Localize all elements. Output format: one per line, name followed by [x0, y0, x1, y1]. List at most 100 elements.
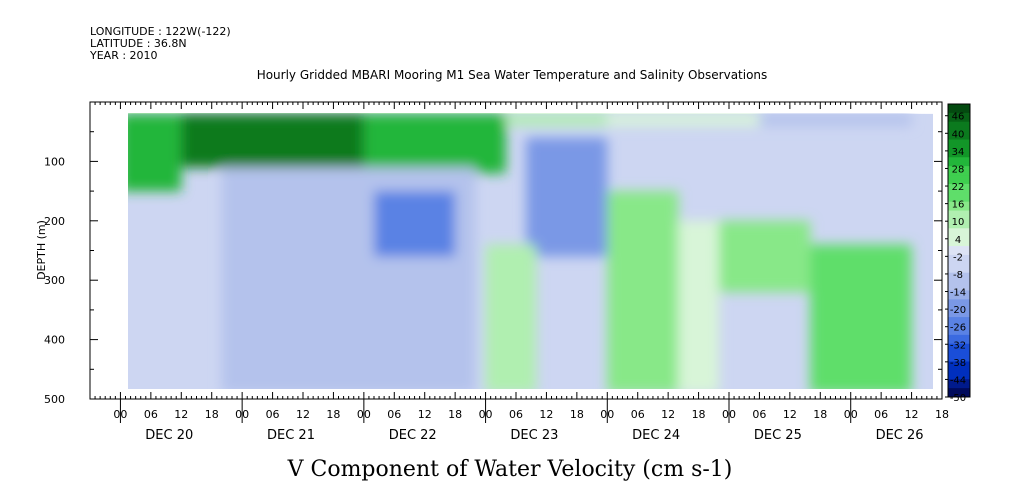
colorbar-swatch — [948, 210, 970, 220]
x-tick-label: 06 — [752, 408, 766, 421]
colorbar-swatch — [948, 121, 970, 132]
colorbar-swatch — [948, 175, 970, 185]
x-ticks — [89, 102, 943, 423]
field-cell — [607, 191, 679, 389]
x-tick-label: 00 — [479, 408, 493, 421]
colorbar-swatch — [948, 139, 970, 149]
x-tick-label: 00 — [235, 408, 249, 421]
colorbar-label: 28 — [952, 164, 965, 175]
x-tick-label: 12 — [539, 408, 553, 421]
longitude-label: LONGITUDE : 122W(-122) — [90, 25, 231, 38]
colorbar-swatch — [948, 281, 970, 291]
field-cell — [505, 113, 608, 126]
x-tick-label: 18 — [935, 408, 949, 421]
colorbar-label: 34 — [952, 147, 965, 158]
colorbar-swatch — [948, 166, 970, 176]
colorbar-label: -8 — [953, 270, 963, 281]
colorbar-label: -20 — [950, 305, 966, 316]
field-cell — [374, 191, 456, 257]
colorbar-label: 46 — [952, 112, 965, 123]
plot-area: 100 200 300 400 500 — [44, 101, 943, 423]
x-tick-label: 18 — [692, 408, 706, 421]
colorbar-swatch — [948, 379, 970, 389]
x-tick-label: 06 — [387, 408, 401, 421]
colorbar-swatch — [948, 237, 970, 247]
x-tick-labels: 00 06 12 18 00 06 12 18 00 06 12 18 00 06 12 18 00 06 12 18… — [113, 408, 949, 421]
field-cell — [128, 113, 182, 192]
day-label: DEC 26 — [876, 428, 924, 443]
x-tick-label: 12 — [661, 408, 675, 421]
day-label: DEC 21 — [267, 428, 315, 443]
x-tick-label: 12 — [418, 408, 432, 421]
x-tick-label: 12 — [174, 408, 188, 421]
x-tick-label: 00 — [113, 408, 127, 421]
y-tick-label: 100 — [44, 155, 65, 168]
colorbar-label: 40 — [952, 129, 965, 140]
day-labels: DEC 20 DEC 21 DEC 22 DEC 23 DEC 24 DEC 25 DEC … — [145, 428, 923, 443]
x-tick-label: 06 — [631, 408, 645, 421]
day-label: DEC 23 — [510, 428, 558, 443]
colorbar-label: 16 — [952, 200, 965, 211]
x-tick-label: 18 — [813, 408, 827, 421]
x-tick-label: 00 — [600, 408, 614, 421]
colorbar-label: 10 — [952, 217, 965, 228]
y-ticks: 100 200 300 400 500 — [44, 101, 942, 406]
colorbar-label: -50 — [950, 393, 966, 404]
y-axis-label: DEPTH (m) — [35, 220, 48, 280]
colorbar-swatch — [948, 263, 970, 274]
colorbar-swatch — [948, 130, 970, 141]
x-tick-label: 12 — [905, 408, 919, 421]
x-tick-label: 06 — [144, 408, 158, 421]
colorbar-swatch — [948, 228, 970, 238]
colorbar-swatch — [948, 201, 970, 212]
colorbar-swatch — [948, 148, 970, 158]
colorbar-swatch — [948, 104, 970, 114]
colorbar: 46 40 34 28 22 16 10 4 -2 -8 -14 -20 -26 -32 -38 -44 -50 — [945, 103, 971, 404]
colorbar-swatch — [948, 334, 970, 345]
field-cell — [718, 220, 811, 293]
colorbar-swatch — [948, 343, 970, 354]
colorbar-swatch — [948, 308, 970, 318]
field-cell — [607, 113, 760, 126]
colorbar-swatch — [948, 290, 970, 300]
x-tick-label: 00 — [722, 408, 736, 421]
x-tick-label: 18 — [326, 408, 340, 421]
colorbar-label: -14 — [950, 288, 966, 299]
colorbar-swatch — [948, 157, 970, 167]
colorbar-swatch — [948, 352, 970, 362]
colorbar-swatch — [948, 272, 970, 283]
colorbar-swatch — [948, 219, 970, 229]
day-label: DEC 25 — [754, 428, 802, 443]
colorbar-label: -2 — [953, 252, 963, 263]
colorbar-label: -26 — [950, 323, 966, 334]
colorbar-swatch — [948, 192, 970, 203]
y-tick-label: 300 — [44, 274, 65, 287]
colorbar-swatch — [948, 246, 970, 256]
colorbar-swatch — [948, 183, 970, 194]
colorbar-frame — [947, 103, 971, 398]
colorbar-label: -38 — [950, 358, 966, 369]
y-tick-label: 200 — [44, 215, 65, 228]
day-label: DEC 20 — [145, 428, 193, 443]
colorbar-swatch — [948, 388, 970, 398]
colorbar-swatch — [948, 112, 970, 123]
x-tick-label: 12 — [296, 408, 310, 421]
x-tick-label: 06 — [509, 408, 523, 421]
day-label: DEC 22 — [389, 428, 437, 443]
field-cell — [363, 113, 506, 174]
field-cells — [128, 113, 912, 389]
x-tick-label: 06 — [874, 408, 888, 421]
field-cell — [181, 113, 364, 168]
field-cell — [678, 220, 719, 389]
x-tick-label: 00 — [357, 408, 371, 421]
colorbar-label: -44 — [950, 375, 966, 386]
x-tick-label: 18 — [448, 408, 462, 421]
x-tick-label: 00 — [844, 408, 858, 421]
metadata: LONGITUDE : 122W(-122) LATITUDE : 36.8N … — [89, 25, 231, 62]
x-tick-label: 06 — [266, 408, 280, 421]
chart-title: Hourly Gridded MBARI Mooring M1 Sea Wate… — [257, 68, 768, 82]
colorbar-swatch — [948, 325, 970, 336]
field-cell — [485, 244, 537, 389]
colorbar-swatch — [948, 361, 970, 371]
